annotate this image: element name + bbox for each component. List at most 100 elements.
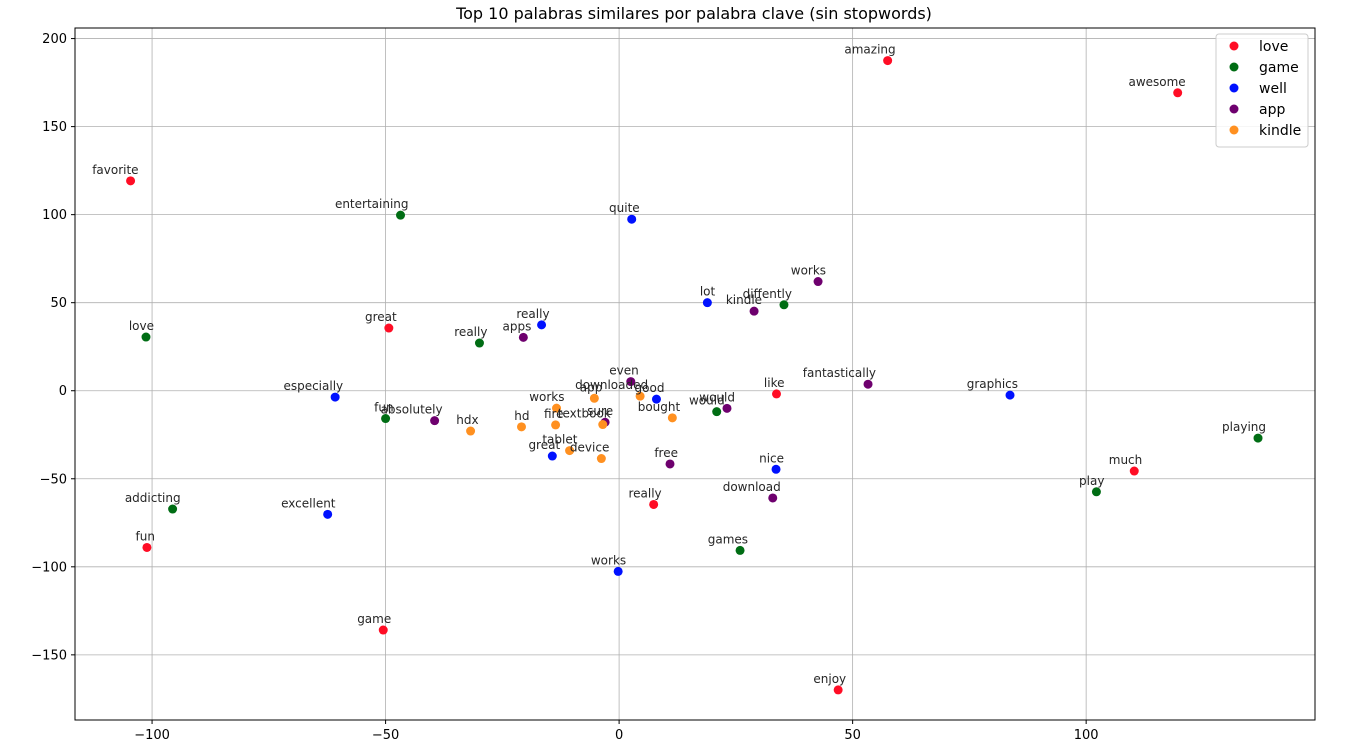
point-labels: amazing awesome favorite great like much reall… (92, 43, 1266, 686)
point-label: love (129, 319, 154, 333)
point-label: addicting (125, 491, 181, 505)
point-love-like (771, 389, 781, 399)
y-tick-label: 50 (50, 296, 67, 311)
point-label: apps (503, 319, 532, 333)
point-game-play (1091, 487, 1101, 497)
point-label: free (654, 446, 678, 460)
point-kindle-textbook (598, 420, 608, 430)
point-love-enjoy (833, 685, 843, 695)
point-label: nice (759, 451, 784, 465)
point-label: device (570, 441, 609, 455)
point-label: graphics (967, 377, 1018, 391)
y-tick-label: −150 (31, 648, 67, 663)
x-axis-ticks: −100 −50 0 50 100 (134, 720, 1099, 743)
point-app-would (722, 403, 732, 413)
y-tick-label: −50 (40, 472, 67, 487)
point-label: absolutely (381, 403, 443, 417)
point-love-great (384, 323, 394, 333)
y-tick-label: 200 (42, 32, 67, 47)
x-tick-label: 0 (615, 728, 623, 743)
point-label: fun (135, 529, 154, 543)
point-app-works (813, 277, 823, 287)
legend-entry-app: app (1259, 102, 1285, 118)
point-label: would (699, 390, 735, 404)
point-well-excellent (323, 509, 333, 519)
legend-box (1215, 33, 1309, 148)
point-well-works (613, 566, 623, 576)
point-love-fun (142, 542, 152, 552)
x-tick-label: −100 (134, 728, 170, 743)
point-label: play (1079, 474, 1104, 488)
point-well-nice (771, 464, 781, 474)
point-game-addicting (168, 504, 178, 514)
point-label: awesome (1128, 75, 1185, 89)
point-game-games (735, 545, 745, 555)
point-label: amazing (844, 43, 895, 57)
point-label: games (708, 532, 748, 546)
point-kindle-hdx (466, 426, 476, 436)
legend-marker-love (1229, 41, 1239, 51)
point-label: really (628, 486, 661, 500)
point-label: app (580, 380, 603, 394)
legend-marker-game (1229, 62, 1239, 72)
point-well-quite (627, 214, 637, 224)
point-kindle-bought (667, 413, 677, 423)
point-label: quite (609, 201, 640, 215)
point-kindle-downloaded (635, 391, 645, 401)
point-kindle-device (596, 454, 606, 464)
point-game-entertaining (396, 210, 406, 220)
point-well-lot (702, 298, 712, 308)
point-label: hd (514, 409, 529, 423)
point-label: would (689, 394, 725, 408)
point-label: especially (283, 379, 343, 393)
point-app-fantastically (863, 379, 873, 389)
point-label: fire (544, 407, 564, 421)
point-kindle-fire (551, 420, 561, 430)
x-tick-label: 100 (1074, 728, 1099, 743)
point-label: game (357, 612, 391, 626)
point-label: really (454, 325, 487, 339)
point-game-really (474, 338, 484, 348)
point-app-free (665, 459, 675, 469)
point-well-really (537, 320, 547, 330)
point-label: favorite (92, 163, 138, 177)
y-axis-ticks: −150 −100 −50 0 50 100 150 200 (31, 32, 75, 663)
point-well-great (547, 451, 557, 461)
point-game-love (141, 332, 151, 342)
plot-frame (74, 27, 1316, 721)
legend-entry-well: well (1259, 81, 1287, 97)
point-kindle-app (589, 393, 599, 403)
point-label: even (609, 364, 638, 378)
point-love-favorite (126, 176, 136, 186)
point-label: great (528, 438, 560, 452)
point-label: works (591, 553, 626, 567)
legend-marker-well (1229, 83, 1239, 93)
x-tick-label: 50 (844, 728, 861, 743)
point-label: works (529, 390, 564, 404)
point-love-amazing (883, 56, 893, 66)
point-label: excellent (281, 496, 336, 510)
point-love-really (649, 499, 659, 509)
point-label: download (723, 480, 781, 494)
legend-entry-kindle: kindle (1259, 123, 1301, 139)
point-label: playing (1222, 420, 1266, 434)
point-label: kindle (726, 293, 762, 307)
chart-title: Top 10 palabras similares por palabra cl… (455, 4, 932, 23)
y-tick-label: 0 (59, 384, 67, 399)
point-label: hdx (456, 413, 478, 427)
legend-entry-love: love (1259, 39, 1288, 55)
point-label: like (764, 376, 785, 390)
point-love-game (378, 625, 388, 635)
point-well-graphics (1005, 390, 1015, 400)
point-label: fun (374, 401, 393, 415)
point-kindle-tablet (565, 446, 575, 456)
point-app-apps (518, 332, 528, 342)
point-game-fun (381, 414, 391, 424)
point-label: lot (700, 285, 716, 299)
point-app-absolutely (430, 416, 440, 426)
point-label: tablet (542, 433, 577, 447)
point-love-awesome (1173, 88, 1183, 98)
point-label: textbook (558, 407, 611, 421)
point-game-would (712, 407, 722, 417)
